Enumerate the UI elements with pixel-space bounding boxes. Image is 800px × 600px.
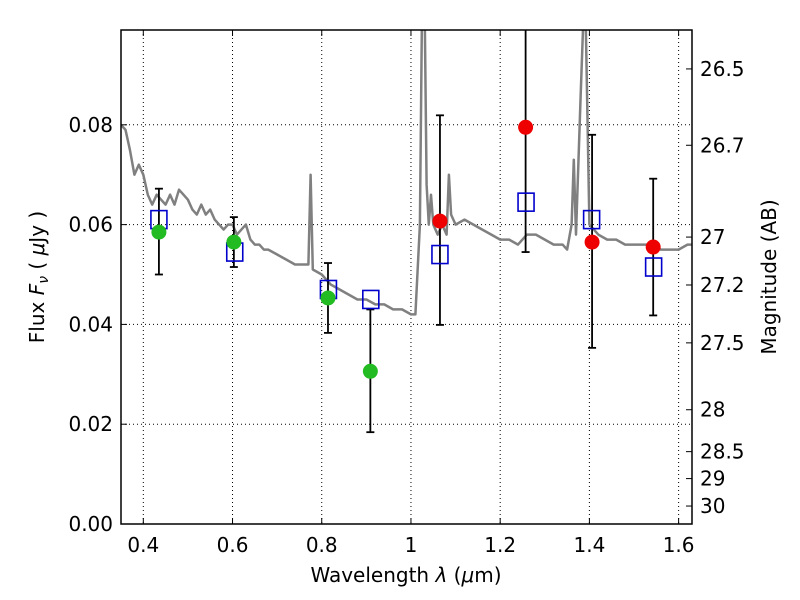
x-tick-label: 0.6 — [217, 533, 249, 557]
x-tick-label: 0.8 — [306, 533, 338, 557]
y2-axis-title: Magnitude (AB) — [757, 199, 781, 354]
grid-lines — [121, 30, 692, 525]
model-spectrum — [121, 30, 692, 316]
y2-tick-label: 26.7 — [700, 133, 745, 157]
y-tick-label: 0.00 — [68, 512, 113, 536]
x-tick-label: 1.4 — [573, 533, 605, 557]
model-flux-marker — [644, 257, 663, 277]
model-spectrum-line — [121, 30, 692, 316]
flux-point — [226, 234, 242, 250]
flux-point — [362, 363, 378, 379]
y-tick-label: 0.06 — [68, 213, 113, 237]
flux-point — [320, 290, 336, 306]
x-tick-label: 0.4 — [127, 533, 159, 557]
y2-tick-label: 29 — [700, 467, 725, 491]
y2-tick-label: 28 — [700, 398, 725, 422]
flux-point — [432, 213, 448, 229]
y2-tick-label: 28.5 — [700, 440, 745, 464]
y2-tick-label: 26.5 — [700, 57, 745, 81]
flux-point — [518, 119, 534, 135]
model-flux-marker — [517, 192, 535, 212]
flux-point — [645, 239, 661, 255]
flux-point — [584, 234, 600, 250]
x-tick-label: 1 — [405, 533, 418, 557]
plot-frame — [120, 29, 693, 525]
y-tick-label: 0.04 — [68, 312, 113, 336]
model-flux-marker — [582, 209, 601, 230]
model-flux-marker — [362, 289, 380, 310]
model-flux-marker — [431, 244, 449, 265]
x-tick-label: 1.6 — [663, 533, 695, 557]
y-tick-label: 0.02 — [68, 412, 113, 436]
y2-tick-label: 30 — [700, 494, 725, 518]
y-axis-title: Flux Fν ( μJy ) — [25, 211, 52, 343]
y2-tick-label: 27.5 — [700, 331, 745, 355]
flux-point — [151, 224, 167, 240]
x-tick-label: 1.2 — [484, 533, 516, 557]
photometry-points — [150, 30, 663, 434]
y-tick-label: 0.08 — [68, 113, 113, 137]
x-axis-title: Wavelength λ (μm) — [310, 563, 501, 587]
y2-tick-label: 27 — [700, 225, 725, 249]
axes: 0.4 0.6 0.8 1 1.2 1.4 1.6 0.00 0.02 0.04 0.06 0.08 2… — [68, 30, 745, 557]
y2-tick-label: 27.2 — [700, 273, 745, 297]
